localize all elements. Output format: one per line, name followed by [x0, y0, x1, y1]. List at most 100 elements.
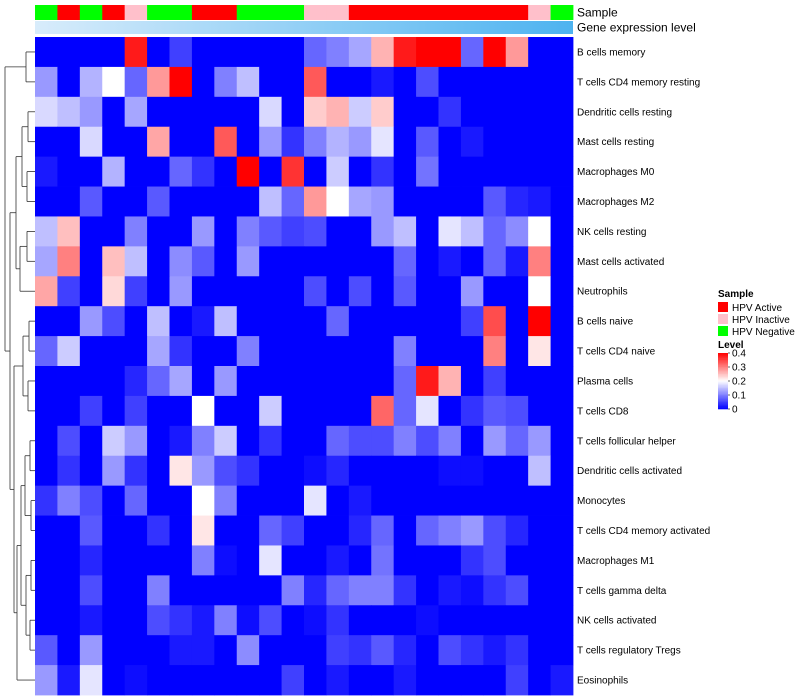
heatmap-cell — [236, 216, 260, 247]
heatmap-cell — [35, 156, 58, 187]
heatmap-cell — [147, 306, 170, 337]
heatmap-cell — [371, 575, 395, 606]
heatmap-cell — [393, 545, 417, 576]
heatmap-cell — [124, 96, 148, 128]
heatmap-cell — [191, 66, 215, 98]
heatmap-cell — [505, 455, 529, 487]
row-label: Macrophages M2 — [577, 197, 655, 208]
heatmap-cell — [550, 336, 574, 367]
heatmap-cell — [528, 186, 551, 217]
heatmap-cell — [281, 66, 305, 98]
heatmap-cell — [169, 66, 193, 98]
heatmap-cell — [438, 485, 462, 516]
heatmap-cell — [214, 485, 238, 516]
heatmap-cell — [304, 605, 327, 636]
heatmap-cell — [259, 156, 282, 187]
heatmap-cell — [505, 336, 529, 367]
heatmap-cell — [124, 366, 148, 397]
heatmap-cell — [124, 515, 148, 546]
heatmap-cell — [57, 575, 81, 606]
heatmap-cell — [348, 665, 372, 696]
heatmap-cell — [483, 485, 507, 516]
heatmap-cell — [124, 455, 148, 487]
heatmap-cell — [528, 366, 551, 397]
heatmap-cell — [102, 485, 126, 516]
heatmap-cell — [528, 216, 551, 247]
heatmap-cell — [460, 276, 484, 307]
heatmap-cell — [236, 336, 260, 367]
heatmap-cell — [550, 485, 574, 516]
heatmap-cell — [371, 545, 395, 576]
heatmap-cell — [438, 37, 462, 68]
row-label: T cells CD4 memory activated — [577, 526, 710, 537]
heatmap-cell — [393, 336, 417, 367]
legend-colorbar-segment — [718, 385, 728, 387]
row-label: T cells follicular helper — [577, 436, 676, 447]
heatmap-cell — [528, 246, 551, 277]
heatmap-cell — [259, 306, 282, 337]
heatmap-cell — [326, 485, 350, 516]
heatmap-cell — [483, 395, 507, 427]
heatmap-cell — [259, 366, 282, 397]
sample-annotation-cell — [550, 5, 574, 20]
heatmap-cell — [393, 276, 417, 307]
heatmap-cell — [214, 366, 238, 397]
heatmap-cell — [214, 395, 238, 427]
heatmap-cell — [528, 455, 551, 487]
heatmap-cell — [550, 156, 574, 187]
heatmap-cell — [124, 246, 148, 277]
heatmap-cell — [147, 336, 170, 367]
heatmap-cell — [326, 37, 350, 68]
heatmap-cell — [236, 605, 260, 636]
legend-colorbar-segment — [718, 390, 728, 393]
heatmap-cell — [304, 336, 327, 367]
heatmap-cell — [147, 455, 170, 487]
heatmap-cell — [505, 395, 529, 427]
sample-annotation-cell — [259, 5, 282, 20]
heatmap-cell — [460, 575, 484, 606]
heatmap-cell — [124, 156, 148, 187]
legend-swatch — [718, 302, 728, 312]
heatmap-cell — [35, 425, 58, 457]
heatmap-cell — [416, 186, 439, 217]
heatmap-cell — [57, 425, 81, 457]
heatmap-cell — [326, 276, 350, 307]
heatmap-cell — [438, 545, 462, 576]
heatmap-cell — [483, 515, 507, 546]
heatmap-cell — [460, 545, 484, 576]
heatmap-cell — [371, 216, 395, 247]
heatmap-cell — [348, 186, 372, 217]
heatmap-cell — [460, 455, 484, 487]
heatmap-cell — [483, 66, 507, 98]
heatmap-cell — [79, 246, 103, 277]
heatmap-cell — [505, 66, 529, 98]
heatmap-cell — [550, 276, 574, 307]
heatmap-cell — [57, 545, 81, 576]
legend-colorbar-segment — [718, 365, 728, 368]
heatmap-cell — [550, 246, 574, 277]
heatmap-cell — [460, 515, 484, 546]
heatmap-cell — [259, 96, 282, 128]
heatmap-cell — [79, 455, 103, 487]
legend-colorbar-segment — [718, 389, 728, 392]
heatmap-cell — [505, 575, 529, 606]
heatmap-cell — [348, 635, 372, 666]
heatmap-cell — [393, 96, 417, 128]
heatmap-cell — [214, 575, 238, 606]
heatmap-cell — [79, 366, 103, 397]
legend-colorbar-segment — [718, 364, 728, 366]
heatmap-cell — [371, 515, 395, 546]
heatmap-cell — [79, 306, 103, 337]
heatmap-cell — [147, 366, 170, 397]
legend-colorbar-segment — [718, 353, 728, 355]
heatmap-cell — [326, 635, 350, 666]
heatmap-cell — [124, 395, 148, 427]
expression-track-label: Gene expression level — [577, 21, 696, 35]
heatmap-cell — [460, 605, 484, 636]
heatmap-cell — [416, 306, 439, 337]
heatmap-cell — [304, 635, 327, 666]
heatmap-cell — [528, 545, 551, 576]
heatmap-cell — [438, 515, 462, 546]
heatmap-cell — [214, 126, 238, 158]
legend-swatch — [718, 326, 728, 336]
